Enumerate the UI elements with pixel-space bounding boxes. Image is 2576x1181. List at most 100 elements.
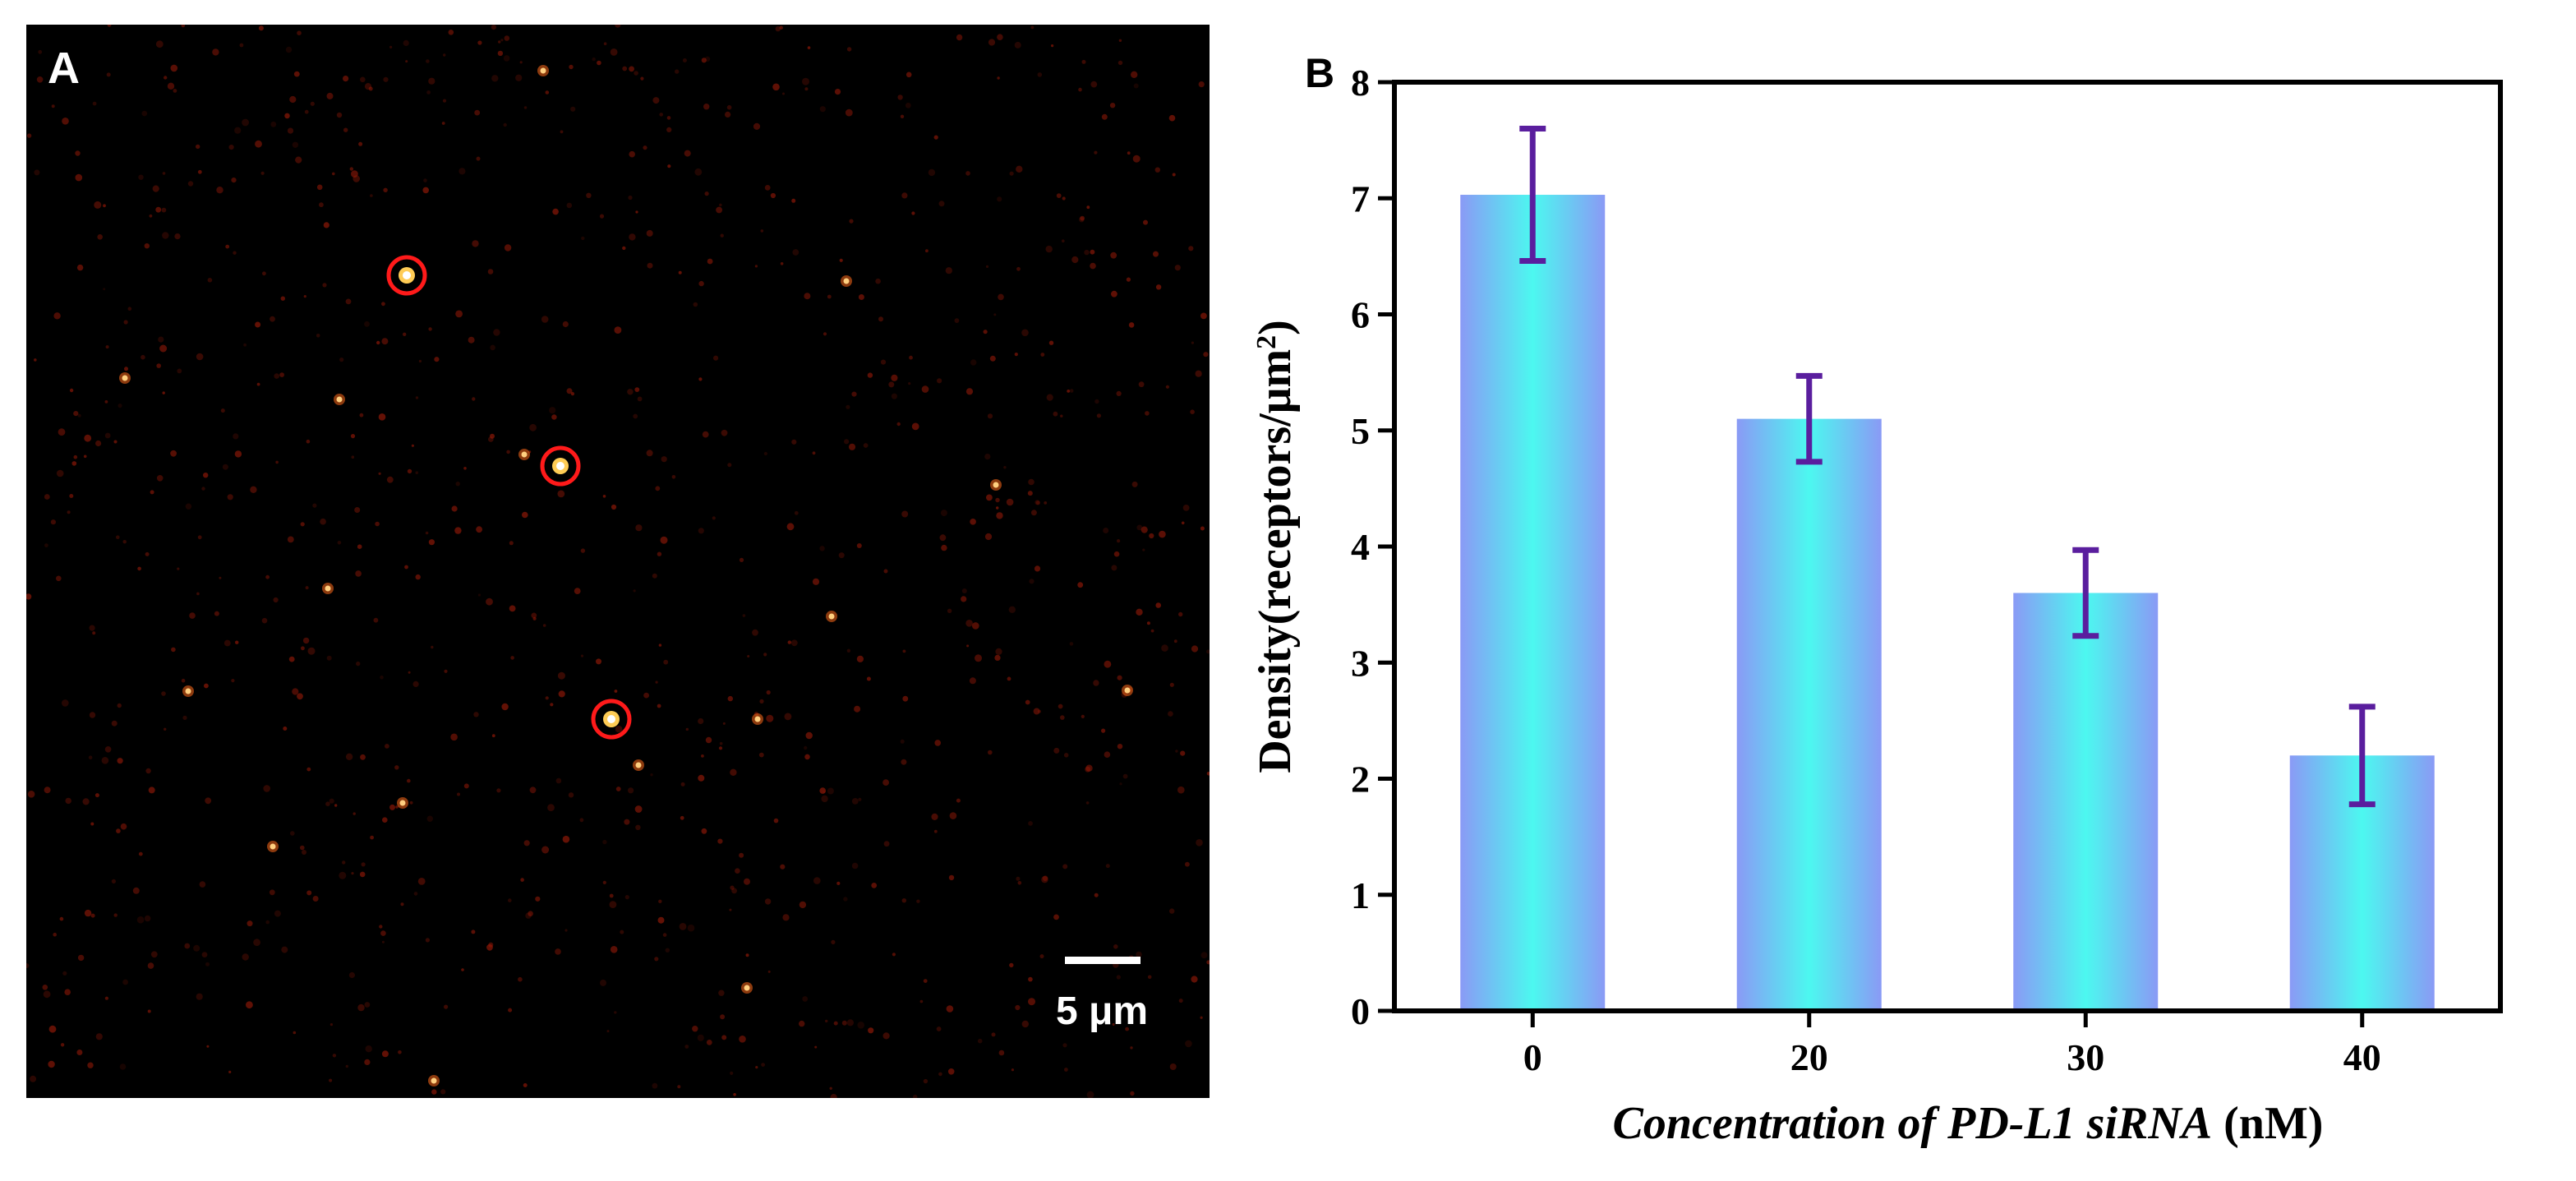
- dim-spot: [566, 202, 573, 209]
- dim-spot: [152, 185, 159, 192]
- dim-spot: [320, 518, 326, 525]
- dim-spot: [1104, 660, 1112, 668]
- dim-spot: [343, 76, 349, 82]
- dim-spot: [579, 818, 584, 823]
- dim-spot: [1133, 83, 1139, 89]
- dim-spot: [219, 576, 222, 579]
- dim-spot: [1180, 750, 1186, 756]
- dim-spot: [845, 108, 853, 117]
- dim-spot: [934, 740, 941, 746]
- dim-spot: [787, 640, 791, 644]
- dim-spot: [342, 860, 346, 865]
- dim-spot: [705, 736, 712, 744]
- dim-spot: [316, 184, 323, 191]
- dim-spot: [882, 779, 889, 786]
- dim-spot: [972, 622, 979, 630]
- dim-spot: [995, 497, 1000, 503]
- dim-spot: [755, 1066, 758, 1069]
- dim-spot: [987, 413, 993, 419]
- dim-spot: [389, 804, 395, 810]
- dim-spot: [730, 1071, 734, 1075]
- dim-spot: [196, 353, 204, 361]
- dim-spot: [343, 127, 348, 132]
- dim-spot: [159, 344, 168, 353]
- dim-spot: [956, 798, 961, 803]
- dim-spot: [405, 60, 408, 63]
- dim-spot: [138, 851, 143, 856]
- dim-spot: [77, 954, 85, 962]
- dim-spot: [205, 962, 210, 966]
- dim-spot: [784, 713, 792, 721]
- dim-spot: [698, 717, 704, 725]
- dim-spot: [1014, 41, 1021, 48]
- y-tick-label: 7: [1351, 178, 1370, 219]
- dim-spot: [1006, 498, 1014, 506]
- dim-spot: [89, 625, 95, 631]
- dim-spot: [684, 150, 691, 157]
- dim-spot: [119, 1063, 127, 1070]
- dim-spot: [103, 204, 106, 208]
- dim-spot: [364, 1059, 371, 1065]
- dim-spot: [123, 320, 128, 325]
- dim-spot: [348, 971, 355, 979]
- dim-spot: [117, 758, 123, 764]
- dim-spot: [84, 434, 92, 442]
- dim-spot: [1206, 772, 1210, 776]
- dim-spot: [1090, 262, 1096, 270]
- dim-spot: [270, 121, 277, 127]
- dim-spot: [622, 66, 628, 72]
- dim-spot: [739, 852, 744, 858]
- dim-spot: [1071, 256, 1079, 264]
- dim-spot: [170, 64, 178, 72]
- dim-spot: [666, 116, 671, 120]
- dim-spot: [477, 40, 482, 45]
- dim-spot: [729, 908, 732, 911]
- dim-spot: [290, 831, 295, 836]
- dim-spot: [1080, 215, 1085, 221]
- dim-spot: [260, 171, 265, 175]
- dim-spot: [486, 597, 493, 606]
- dim-spot: [911, 422, 919, 431]
- dim-spot: [329, 1078, 333, 1082]
- dim-spot: [379, 925, 383, 929]
- dim-spot: [104, 400, 108, 404]
- dim-spot: [212, 48, 219, 56]
- dim-spot: [827, 294, 832, 299]
- dim-spot: [977, 1038, 983, 1044]
- dim-spot: [614, 690, 618, 693]
- dim-spot: [339, 871, 347, 879]
- dim-spot: [792, 249, 800, 256]
- dim-spot: [1178, 611, 1183, 617]
- dim-spot: [1185, 1040, 1192, 1048]
- dim-spot: [92, 631, 96, 635]
- dim-spot: [1058, 704, 1063, 709]
- dim-spot: [779, 25, 783, 30]
- dim-spot: [124, 367, 128, 371]
- dim-spot: [766, 690, 771, 695]
- dim-spot: [234, 450, 242, 458]
- dim-spot: [905, 102, 911, 108]
- dim-spot: [836, 881, 841, 885]
- dim-spot: [306, 439, 311, 444]
- dim-spot: [177, 368, 182, 374]
- dim-spot: [162, 232, 169, 239]
- dim-spot: [1198, 81, 1205, 88]
- dim-spot: [443, 53, 446, 57]
- dim-spot: [189, 612, 196, 619]
- dim-spot: [113, 440, 118, 444]
- dim-spot: [1110, 251, 1117, 259]
- dim-spot: [891, 374, 898, 381]
- dim-spot: [752, 629, 758, 636]
- dim-spot: [269, 889, 275, 896]
- scale-bar-label: 5 μm: [1056, 990, 1149, 1033]
- marked-spot-circle: [591, 699, 632, 740]
- dim-spot: [103, 288, 106, 291]
- dim-spot: [901, 192, 908, 199]
- dim-spot: [1084, 249, 1090, 256]
- dim-spot: [75, 150, 81, 156]
- dim-spot: [356, 661, 361, 667]
- dim-spot: [87, 1062, 94, 1068]
- dim-spot: [984, 533, 993, 541]
- dim-spot: [312, 503, 317, 508]
- dim-spot: [846, 648, 851, 653]
